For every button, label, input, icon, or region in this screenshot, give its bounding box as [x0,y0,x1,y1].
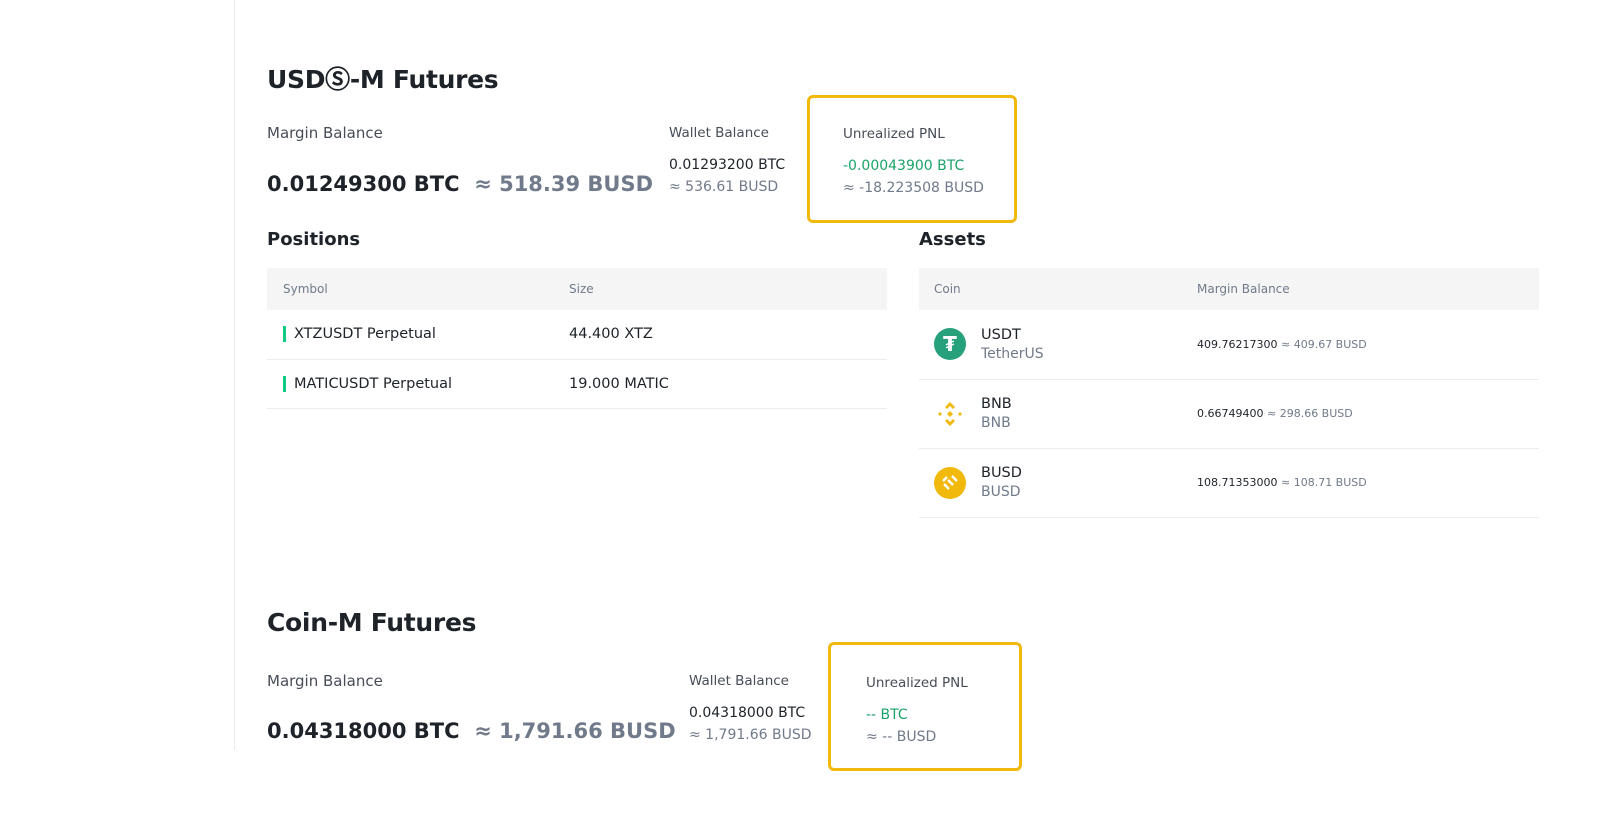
table-row[interactable]: XTZUSDT Perpetual 44.400 XTZ [267,310,887,359]
coin-symbol: BUSD [981,465,1022,481]
col-symbol: Symbol [283,282,328,296]
coinm-margin-label: Margin Balance [267,672,383,690]
assets-table: Coin Margin Balance ₮ USDT TetherUS 409.7621… [919,268,1539,518]
coin-name: TetherUS [981,345,1044,362]
long-indicator [283,375,286,392]
wallet-busd: ≈ 536.61 BUSD [669,179,779,195]
symbol: XTZUSDT Perpetual [294,326,436,343]
usdm-wallet-label: Wallet Balance [669,125,769,141]
approx: ≈ 298.66 BUSD [1266,407,1353,420]
coin-name: BUSD [981,484,1021,500]
approx: ≈ 108.71 BUSD [1280,476,1367,489]
coinm-wallet-label: Wallet Balance [689,673,789,689]
pnl-label: Unrealized PNL [843,126,945,142]
pnl-label: Unrealized PNL [866,675,968,691]
bnb-icon [934,398,966,430]
tether-icon: ₮ [934,328,966,361]
pnl-busd: ≈ -18.223508 BUSD [843,180,984,196]
table-row[interactable]: BUSD BUSD 108.71353000 ≈ 108.71 BUSD [919,448,1539,517]
size: 44.400 XTZ [569,326,653,343]
wallet-btc: 0.01293200 BTC [669,157,786,173]
amount: 0.66749400 [1197,407,1264,420]
busd-icon [934,466,966,499]
margin-btc: 0.01249300 BTC [267,172,460,196]
pnl-btc: -0.00043900 BTC [843,158,965,174]
coinm-margin-value: 0.04318000 BTC ≈ 1,791.66 BUSD [267,719,676,743]
usdm-pnl-highlight: Unrealized PNL -0.00043900 BTC ≈ -18.2235… [807,95,1017,223]
table-row[interactable]: MATICUSDT Perpetual 19.000 MATIC [267,359,887,408]
col-coin: Coin [934,282,961,296]
symbol: MATICUSDT Perpetual [294,375,453,392]
margin-busd: ≈ 518.39 BUSD [474,172,654,196]
amount: 409.76217300 [1197,337,1278,351]
margin-btc: 0.04318000 BTC [267,719,460,743]
pnl-busd: ≈ -- BUSD [866,729,937,745]
wallet-busd: ≈ 1,791.66 BUSD [689,727,812,743]
amount: 108.71353000 [1197,476,1278,489]
positions-title: Positions [267,229,361,250]
sidebar-divider [234,0,235,750]
coinm-title: Coin-M Futures [267,608,477,637]
usdm-margin-label: Margin Balance [267,124,383,142]
col-margin-balance: Margin Balance [1197,282,1290,296]
pnl-value: -0.00043900 BTC ≈ -18.223508 BUSD [843,155,984,199]
usdm-title: USDⓈ-M Futures [267,65,499,94]
usdm-wallet-value: 0.01293200 BTC ≈ 536.61 BUSD [669,154,785,198]
table-row[interactable]: BNB BNB 0.66749400 ≈ 298.66 BUSD [919,379,1539,448]
usdm-margin-value: 0.01249300 BTC ≈ 518.39 BUSD [267,172,653,196]
approx: ≈ 409.67 BUSD [1280,337,1367,351]
pnl-value: -- BTC ≈ -- BUSD [866,704,936,748]
positions-table: Symbol Size XTZUSDT Perpetual 44.400 XTZ M… [267,268,887,409]
size: 19.000 MATIC [569,375,669,392]
pnl-btc: -- BTC [866,707,908,723]
assets-title: Assets [919,229,986,250]
margin-busd: ≈ 1,791.66 BUSD [474,719,676,743]
coinm-wallet-value: 0.04318000 BTC ≈ 1,791.66 BUSD [689,702,812,746]
long-indicator [283,326,286,343]
table-row[interactable]: ₮ USDT TetherUS 409.76217300 ≈ 409.67 BUSD [919,310,1539,379]
coin-name: BNB [981,415,1011,431]
wallet-btc: 0.04318000 BTC [689,705,806,721]
coinm-pnl-highlight: Unrealized PNL -- BTC ≈ -- BUSD [828,642,1022,771]
col-size: Size [569,282,594,296]
coin-symbol: USDT [981,326,1021,343]
coin-symbol: BNB [981,396,1012,412]
